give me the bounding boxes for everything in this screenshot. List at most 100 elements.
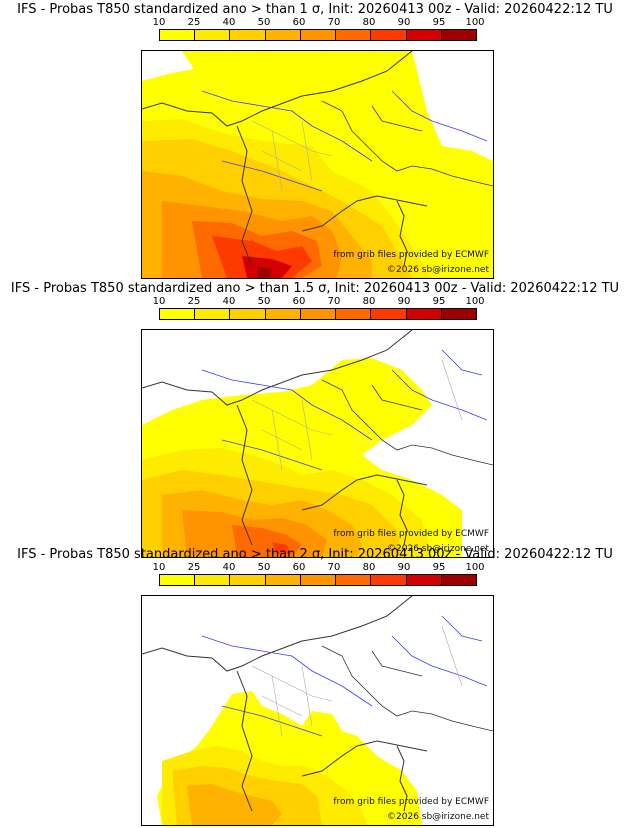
colorbar-tick: 10 (152, 17, 166, 28)
colorbar-tick: 40 (222, 296, 236, 307)
colorbar-segment (336, 30, 372, 40)
coastline (236, 670, 253, 812)
colorbar-segment (265, 575, 301, 585)
colorbar (159, 29, 477, 41)
colorbar-tick: 90 (397, 296, 411, 307)
colorbar-tick: 60 (292, 296, 306, 307)
colorbar (159, 574, 477, 586)
colorbar-segment (441, 309, 476, 319)
national-border (321, 379, 423, 411)
river (391, 615, 488, 687)
colorbar-segment (441, 30, 476, 40)
forecast-panel-3: IFS - Probas T850 standardized ano > tha… (0, 547, 630, 826)
colorbar-segment (371, 309, 407, 319)
colorbar-tick: 80 (362, 562, 376, 573)
colorbar-segment (195, 30, 231, 40)
source-credit: from grib files provided by ECMWF (333, 797, 489, 807)
forecast-panel-1: IFS - Probas T850 standardized ano > tha… (0, 2, 630, 279)
island-outline (396, 479, 408, 546)
national-border (321, 100, 423, 132)
colorbar-tick: 80 (362, 296, 376, 307)
colorbar (159, 308, 477, 320)
colorbar-tick: 90 (397, 562, 411, 573)
colorbar-tick: 100 (465, 296, 485, 307)
low-prob-area (412, 51, 493, 161)
map-graphic (142, 596, 493, 825)
colorbar-segment (300, 309, 337, 319)
coastline (142, 596, 413, 672)
national-border (341, 110, 493, 187)
prob-field-80 (272, 542, 290, 554)
colorbar-tick: 25 (187, 17, 201, 28)
probability-map: from grib files provided by ECMWF ©2026 … (141, 50, 494, 279)
river (391, 90, 488, 142)
colorbar-tick: 60 (292, 562, 306, 573)
panel-title: IFS - Probas T850 standardized ano > tha… (10, 281, 620, 296)
colorbar-segment (160, 309, 196, 319)
source-credit: from grib files provided by ECMWF (333, 250, 489, 260)
river (201, 369, 373, 471)
prob-field-95 (257, 266, 272, 278)
admin-boundary (251, 359, 463, 471)
map-graphic (142, 51, 493, 278)
colorbar-tick: 40 (222, 17, 236, 28)
panel-title: IFS - Probas T850 standardized ano > tha… (17, 2, 613, 17)
colorbar-segment (371, 575, 407, 585)
forecast-panel-2: IFS - Probas T850 standardized ano > tha… (0, 281, 630, 558)
colorbar-tick: 60 (292, 17, 306, 28)
source-credit: from grib files provided by ECMWF (333, 529, 489, 539)
admin-boundary (251, 120, 333, 192)
colorbar-tick: 10 (152, 296, 166, 307)
colorbar-segment (406, 309, 442, 319)
colorbar-tick: 95 (432, 296, 446, 307)
prob-field-90 (242, 256, 292, 278)
probability-map: from grib files provided by ECMWF ©2026 … (141, 329, 494, 558)
coastline (142, 330, 413, 406)
colorbar-tick: 95 (432, 562, 446, 573)
map-graphic (142, 330, 493, 557)
colorbar-segment (300, 575, 337, 585)
colorbar-tick: 95 (432, 17, 446, 28)
colorbar-segment (230, 309, 266, 319)
colorbar-segment (195, 309, 231, 319)
colorbar-segment (300, 30, 337, 40)
coastline (301, 740, 428, 777)
copyright-credit: ©2026 sb@irizone.net (387, 812, 489, 822)
colorbar-tick: 70 (327, 562, 341, 573)
colorbar-tick: 10 (152, 562, 166, 573)
low-prob-area (142, 51, 194, 81)
colorbar-tick: 50 (257, 17, 271, 28)
colorbar-tick: 25 (187, 562, 201, 573)
colorbar-tick: 70 (327, 296, 341, 307)
coastline (142, 51, 413, 127)
colorbar-segment (336, 309, 372, 319)
admin-boundary (251, 625, 463, 737)
coastline (301, 195, 428, 232)
colorbar-tick: 80 (362, 17, 376, 28)
colorbar-tick: 70 (327, 17, 341, 28)
coastline (236, 404, 253, 546)
national-border (341, 389, 493, 466)
copyright-credit: ©2026 sb@irizone.net (387, 544, 489, 554)
colorbar-tick: 40 (222, 562, 236, 573)
national-border (341, 655, 493, 732)
colorbar-segment (265, 30, 301, 40)
colorbar-segment (406, 575, 442, 585)
colorbar-segment (195, 575, 231, 585)
colorbar-tick: 90 (397, 17, 411, 28)
probability-map: from grib files provided by ECMWF ©2026 … (141, 595, 494, 826)
colorbar-tick: 100 (465, 17, 485, 28)
coastline (236, 125, 253, 267)
colorbar-segment (230, 30, 266, 40)
colorbar-tick: 50 (257, 562, 271, 573)
copyright-credit: ©2026 sb@irizone.net (387, 265, 489, 275)
colorbar-tick: 25 (187, 296, 201, 307)
colorbar-segment (160, 30, 196, 40)
river (201, 635, 373, 737)
panel-title: IFS - Probas T850 standardized ano > tha… (17, 547, 613, 562)
colorbar-segment (441, 575, 476, 585)
island-outline (396, 200, 408, 267)
colorbar-segment (160, 575, 196, 585)
colorbar-segment (230, 575, 266, 585)
